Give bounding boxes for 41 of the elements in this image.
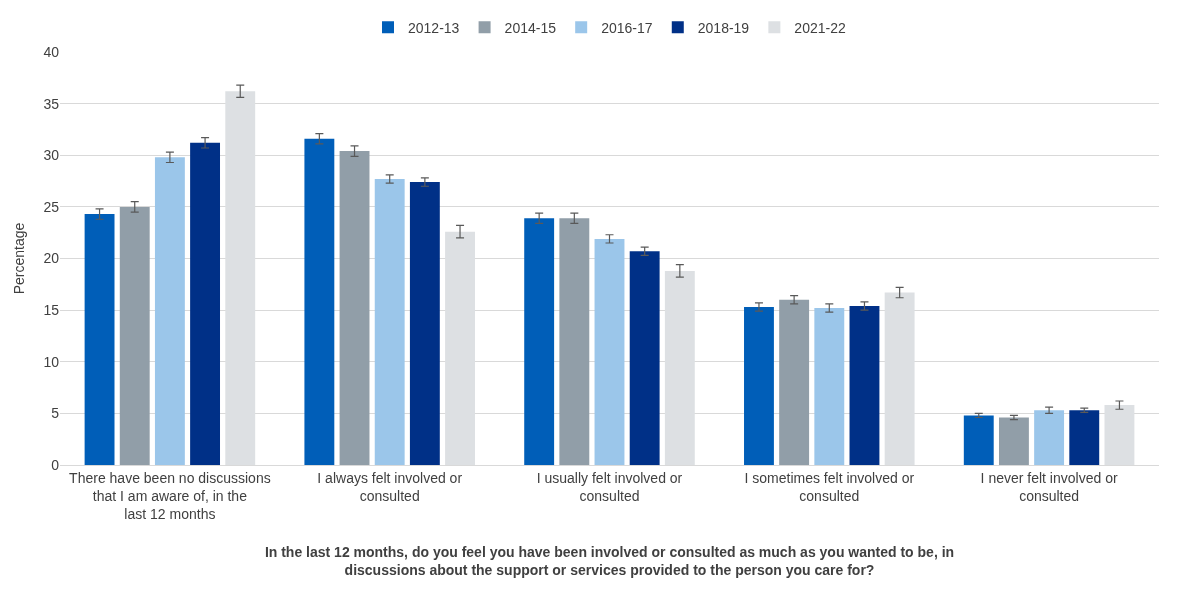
bar <box>594 238 625 465</box>
y-tick-label: 10 <box>43 353 60 370</box>
bar <box>744 307 774 465</box>
y-axis-title: Percentage <box>11 222 28 295</box>
y-tick-label: 35 <box>43 95 60 112</box>
bar <box>339 151 370 465</box>
y-tick-label: 5 <box>51 405 60 422</box>
bar <box>304 138 335 465</box>
legend-label: 2021-22 <box>794 19 846 36</box>
y-tick-label: 0 <box>51 456 60 473</box>
bar <box>779 299 810 465</box>
bar <box>1069 410 1100 465</box>
x-tick-label: I never felt involved or consulted <box>980 469 1118 504</box>
y-tick-label: 15 <box>43 302 60 319</box>
bar <box>524 218 555 465</box>
bar <box>154 157 185 465</box>
bar <box>559 218 590 465</box>
bar <box>814 308 845 465</box>
y-tick-label: 40 <box>43 43 60 60</box>
x-tick-label: I always felt involved or consulted <box>317 469 463 504</box>
bar <box>963 415 994 465</box>
bar <box>629 251 660 465</box>
x-axis-title: In the last 12 months, do you feel you have been involved or consulted as much as you wanted to be, in discussions about the support or services provided to the person you care for? <box>264 543 955 578</box>
x-tick-label: I usually felt involved or consulted <box>536 469 683 504</box>
bar <box>1034 410 1065 465</box>
y-tick-label: 25 <box>43 198 60 215</box>
bar <box>190 142 221 465</box>
y-tick-label: 30 <box>43 147 60 164</box>
bar <box>374 179 405 465</box>
legend-label: 2018-19 <box>697 19 750 36</box>
bar <box>119 206 150 465</box>
legend-label: 2016-17 <box>601 19 653 36</box>
bar <box>849 306 880 465</box>
legend-label: 2014-15 <box>504 19 557 36</box>
y-tick-label: 20 <box>43 250 60 267</box>
bar <box>998 417 1029 465</box>
bar <box>409 182 440 465</box>
bar <box>84 214 115 465</box>
x-tick-label: There have been no discussions that I am aware of, in the last 12 months <box>69 469 271 523</box>
x-tick-label: I sometimes felt involved or consulted <box>744 469 915 504</box>
legend-label: 2012-13 <box>408 19 460 36</box>
